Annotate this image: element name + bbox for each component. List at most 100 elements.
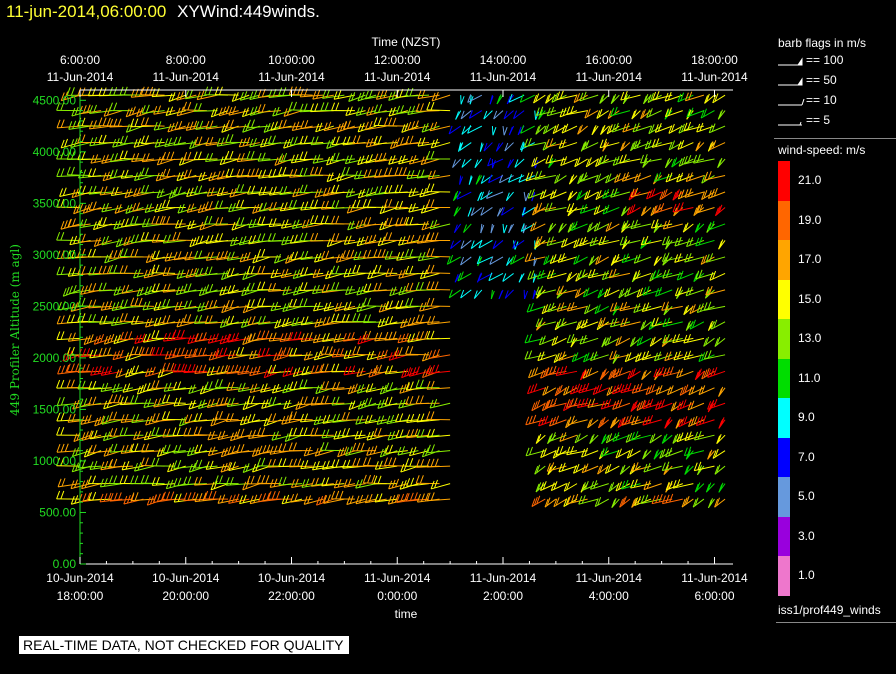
- barb-feather: [377, 249, 382, 258]
- barb-staff: [321, 483, 345, 487]
- barb-feather: [155, 330, 160, 339]
- barb-staff: [683, 337, 705, 344]
- barb-staff: [195, 337, 218, 342]
- barb-feather: [357, 170, 362, 179]
- barb-staff: [714, 498, 726, 508]
- barb-staff: [670, 402, 684, 412]
- wind-barb: [599, 368, 610, 381]
- barb-feather: [669, 493, 674, 503]
- wind-barb: [674, 253, 694, 263]
- barb-feather: [173, 478, 178, 487]
- barb-feather: [282, 476, 287, 485]
- barb-feather: [219, 347, 224, 357]
- barb-feather: [270, 302, 275, 311]
- barb-feather: [105, 202, 109, 212]
- barb-feather: [663, 188, 668, 198]
- barb-feather: [146, 301, 151, 310]
- wind-barb: [289, 381, 313, 391]
- barb-feather: [650, 207, 655, 216]
- barb-staff: [430, 223, 451, 230]
- barb-feather: [604, 270, 609, 279]
- barb-feather: [688, 418, 692, 427]
- barb-feather: [82, 348, 87, 357]
- barb-feather: [421, 251, 426, 261]
- barb-feather: [73, 205, 78, 214]
- barb-feather: [264, 399, 269, 408]
- barb-feather: [628, 432, 633, 442]
- barb-feather: [199, 221, 204, 231]
- barb-feather: [553, 481, 558, 490]
- barb-feather: [535, 483, 540, 493]
- barb-feather: [636, 289, 641, 298]
- wind-barb: [640, 206, 652, 217]
- barb-feather: [388, 250, 393, 259]
- barb-feather: [665, 333, 670, 343]
- barb-feather: [113, 221, 118, 230]
- wind-barb: [235, 346, 260, 356]
- barb-staff: [226, 321, 250, 325]
- barb-feather: [426, 330, 431, 340]
- barb-feather: [271, 491, 276, 500]
- wind-barb: [630, 479, 652, 489]
- barb-feather: [661, 236, 666, 246]
- barb-feather: [490, 290, 495, 300]
- wind-barb: [576, 190, 588, 201]
- barb-feather: [124, 169, 129, 178]
- barb-feather: [155, 457, 160, 467]
- barb-feather: [134, 215, 139, 225]
- barb-feather: [187, 283, 192, 292]
- wind-barb: [521, 206, 535, 216]
- barb-feather: [693, 462, 698, 471]
- barb-feather: [617, 419, 622, 428]
- barb-feather: [392, 351, 396, 360]
- barb-feather: [463, 224, 467, 233]
- barb-feather: [257, 216, 262, 225]
- wind-barb: [573, 238, 588, 249]
- barb-feather: [316, 268, 321, 278]
- barb-feather: [278, 476, 283, 486]
- barb-feather: [96, 220, 101, 229]
- wind-barb: [655, 286, 673, 297]
- barb-staff: [589, 434, 599, 445]
- barb-feather: [544, 304, 549, 313]
- barb-feather: [544, 385, 549, 395]
- barb-staff: [281, 223, 303, 229]
- barb-feather: [121, 285, 126, 294]
- wind-barb: [134, 462, 155, 472]
- barb-feather: [497, 208, 501, 217]
- barb-feather: [642, 450, 647, 460]
- barb-feather: [293, 298, 297, 308]
- barb-staff: [531, 402, 546, 412]
- barb-feather: [166, 362, 171, 372]
- wind-barb: [463, 223, 472, 233]
- wind-barb: [612, 367, 631, 379]
- barb-staff: [569, 175, 578, 185]
- barb-feather: [405, 396, 410, 405]
- wind-barb: [556, 285, 578, 295]
- barb-feather: [571, 353, 576, 362]
- barb-feather: [214, 410, 219, 420]
- barb-feather: [294, 478, 299, 487]
- wind-barb: [655, 399, 673, 411]
- barb-feather: [173, 460, 178, 469]
- barb-staff: [547, 305, 567, 313]
- barb-feather: [620, 318, 625, 327]
- barb-staff: [268, 402, 292, 406]
- barb-feather: [125, 460, 130, 470]
- barb-staff: [291, 483, 313, 488]
- barb-feather: [220, 463, 225, 473]
- barb-feather: [559, 433, 564, 442]
- barb-feather: [389, 267, 394, 277]
- barb-feather: [143, 269, 148, 279]
- barb-feather: [657, 351, 662, 360]
- barb-feather: [110, 153, 114, 162]
- barb-feather: [666, 219, 671, 229]
- barb-staff: [346, 498, 366, 506]
- barb-staff: [705, 483, 715, 493]
- barb-feather: [615, 253, 620, 263]
- barb-feather: [477, 257, 482, 267]
- wind-barb: [553, 497, 567, 508]
- barb-feather: [335, 348, 340, 357]
- barb-feather: [394, 494, 399, 503]
- wind-barb: [707, 187, 726, 199]
